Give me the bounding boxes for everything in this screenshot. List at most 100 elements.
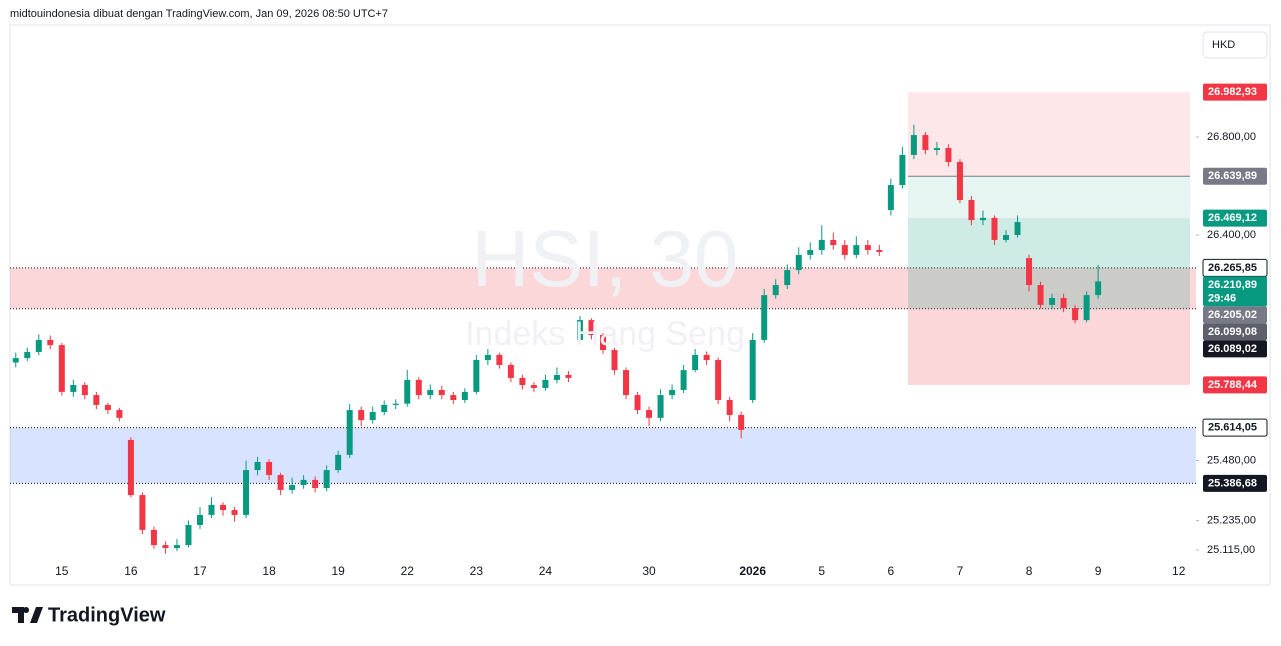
candle-body [1003,235,1010,240]
candle-body [634,395,641,411]
price-label-box [1203,323,1267,341]
candle-body [196,514,203,525]
candle-body [876,249,883,252]
candle-body [104,404,111,411]
price-label-box [1203,83,1267,101]
x-tick-label: 19 [331,564,345,578]
position-band [908,218,1190,309]
price-label-box [1203,209,1267,227]
x-tick-label: 5 [818,564,825,578]
candle-body [945,148,952,163]
candle-body [1083,295,1090,321]
x-tick-label: 6 [888,564,895,578]
price-label: 25.788,44 [1208,379,1258,391]
candle-body [496,354,503,365]
y-tick-label: 26.400,00 [1207,229,1256,241]
price-label: 26.099,08 [1208,326,1257,338]
candle-body [680,370,687,390]
candle-body [243,470,250,515]
candle-body [979,217,986,221]
candle-body [254,462,261,471]
y-tick-label: 26.800,00 [1207,131,1256,143]
candle-body [116,410,123,418]
x-tick-label: 22 [401,564,415,578]
x-tick-label: 7 [957,564,964,578]
candle-body [484,354,491,361]
y-tick-label: 25.480,00 [1207,454,1256,466]
y-tick-label: 25.115,00 [1207,544,1255,556]
x-tick-label: 16 [124,564,138,578]
price-label: 25.614,05 [1208,422,1257,434]
candle-body [358,410,365,421]
candle-body [956,162,963,200]
candle-body [392,403,399,405]
candle-body [47,339,54,346]
candle-body [231,510,238,515]
candle-body [1072,308,1079,321]
price-label-box [1203,306,1267,324]
candle-body [81,385,88,396]
candle-body [346,410,353,455]
candle-body [185,524,192,546]
candle-body [715,360,722,400]
candle-body [530,385,537,388]
candle-body [910,135,917,155]
candle-body [841,245,848,255]
candle-body [830,239,837,246]
currency-button[interactable] [1202,31,1268,59]
candle-body [600,335,606,350]
currency-label[interactable]: HKD [1212,39,1235,51]
zone [10,267,1196,309]
position-band [908,308,1190,385]
candle-body [1095,281,1102,296]
x-tick-label: 12 [1172,564,1186,578]
x-tick-label: 8 [1026,564,1033,578]
candle-body [1014,222,1021,236]
candle-body [646,410,653,418]
candle-body [623,370,630,396]
price-label: 26.205,02 [1208,309,1257,321]
candle-body [300,479,307,486]
candle-body [887,185,894,211]
candle-body [1026,258,1033,286]
price-label-box [1203,167,1267,185]
candle-body [795,254,802,271]
candle-body [150,529,157,546]
x-tick-label: 9 [1095,564,1102,578]
zone [10,427,1196,484]
candle-body [749,339,756,400]
price-label: 26.469,12 [1208,212,1257,224]
candle-body [277,474,284,490]
price-label-box [1203,474,1267,492]
position-band [908,176,1190,219]
candle-body [576,320,583,340]
candle-body [415,379,422,396]
price-label-box [1203,276,1267,307]
candle-body [162,545,169,549]
candle-body [208,504,215,515]
price-label-box [1203,340,1267,358]
candle-body [991,217,998,240]
candle-body [692,354,699,371]
header: midtouindonesia dibuat dengan TradingVie… [10,8,388,20]
candle-body [220,504,227,511]
candle-body [553,374,560,380]
price-label: 26.982,93 [1208,86,1257,98]
candle-body [35,339,42,352]
candle-body [565,374,572,378]
candle-body [93,395,100,405]
x-tick-label: 24 [539,564,553,578]
candle-body [427,389,434,396]
candle-body [933,148,940,150]
price-countdown: 29:46 [1208,292,1236,304]
x-tick-label: 18 [262,564,276,578]
candle-body [173,545,180,549]
price-label: 26.639,89 [1208,170,1257,182]
price-label-box [1202,418,1268,437]
watermark-subtitle: Indeks Hang Seng [465,315,745,353]
candle-body [738,414,745,430]
candle-body [312,479,319,488]
candle-body [335,454,342,471]
candle-body [807,249,814,255]
